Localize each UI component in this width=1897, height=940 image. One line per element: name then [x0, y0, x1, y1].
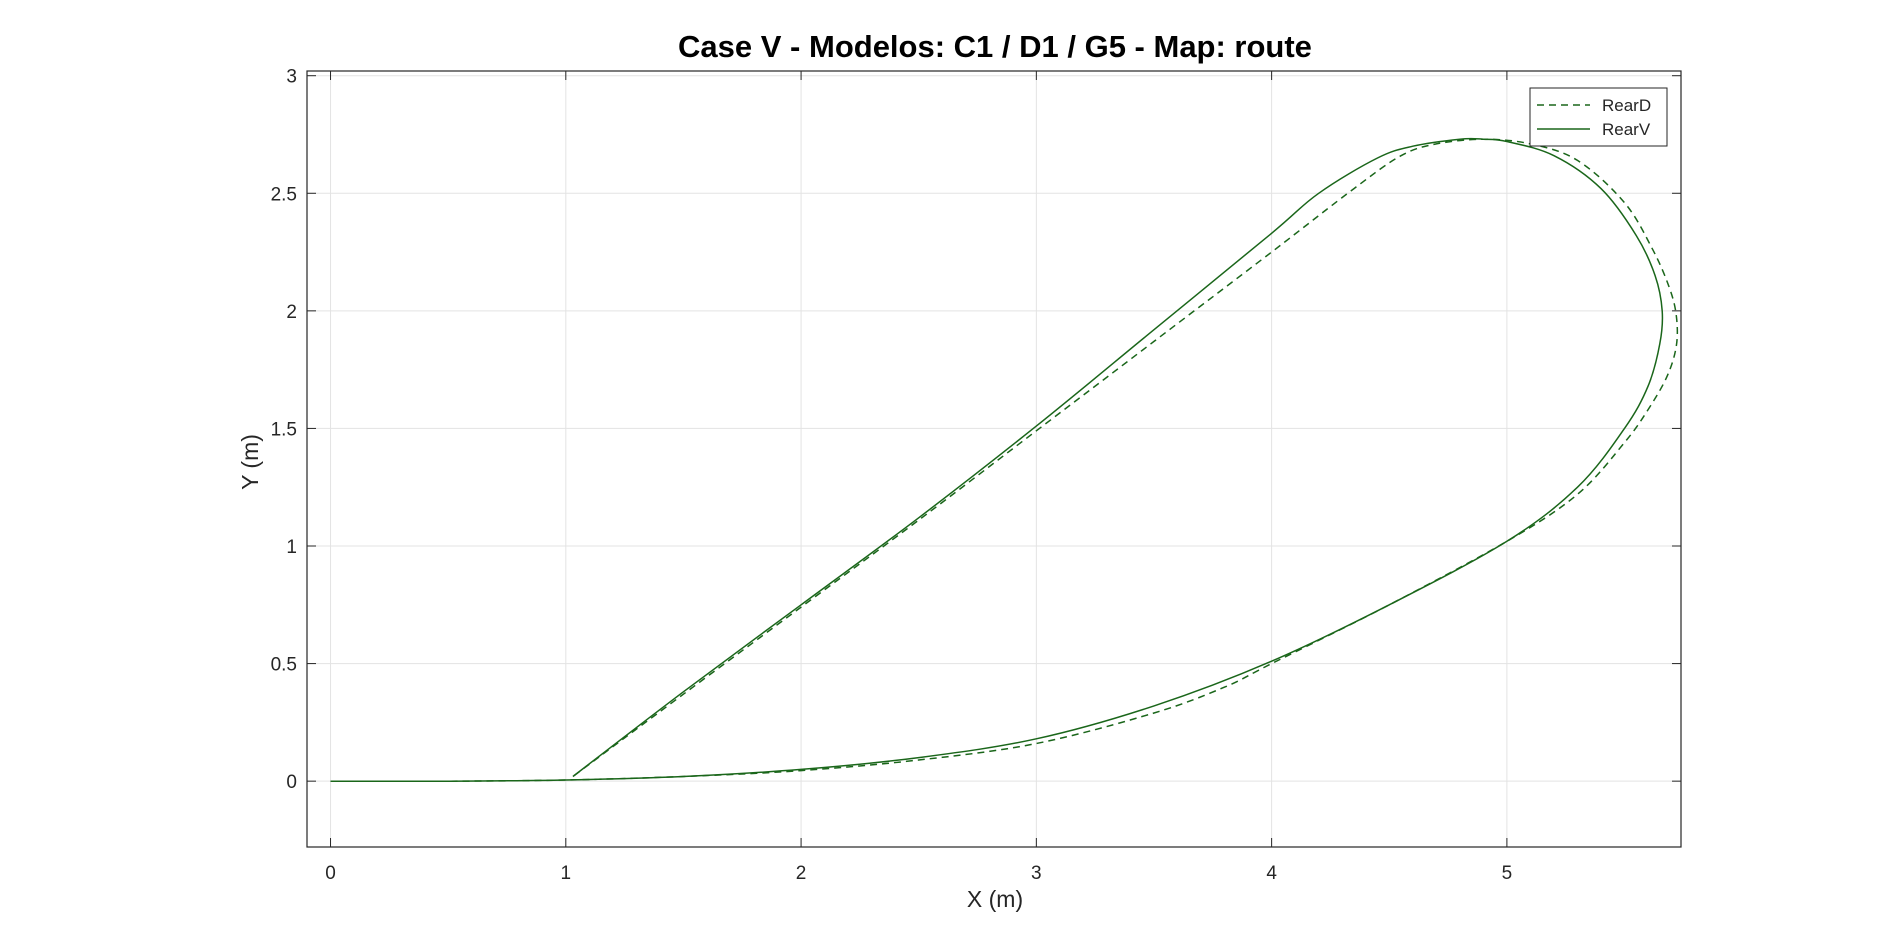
y-tick-label: 0 — [286, 772, 297, 793]
x-tick-label: 4 — [1266, 863, 1277, 884]
axis-ticks: 0 1 2 3 4 5 0 0.5 1 1.5 2 2.5 3 — [271, 67, 1681, 884]
y-tick-label: 1.5 — [271, 419, 297, 440]
legend-label-rearv: RearV — [1602, 120, 1651, 139]
x-tick-label: 1 — [561, 863, 572, 884]
y-tick-label: 3 — [286, 67, 297, 88]
plot-frame — [306, 70, 1682, 848]
x-tick-label: 5 — [1502, 863, 1513, 884]
y-tick-label: 1 — [286, 537, 297, 558]
y-tick-label: 2 — [286, 302, 297, 323]
x-tick-label: 3 — [1031, 863, 1042, 884]
legend-box — [1529, 87, 1668, 147]
series-line-reard — [330, 138, 1679, 783]
x-tick-label: 2 — [796, 863, 807, 884]
x-tick-label: 0 — [325, 863, 336, 884]
chart-title: Case V - Modelos: C1 / D1 / G5 - Map: ro… — [678, 29, 1312, 64]
x-axis-label: X (m) — [967, 886, 1023, 912]
series-line-rearv — [330, 137, 1664, 783]
y-axis-label: Y (m) — [237, 434, 263, 490]
series-lines — [330, 137, 1679, 783]
legend-label-reard: RearD — [1602, 96, 1651, 115]
y-tick-label: 2.5 — [271, 184, 297, 205]
plot-area: 0 1 2 3 4 5 0 0.5 1 1.5 2 2.5 3 — [271, 67, 1682, 884]
legend: RearD RearV — [1529, 87, 1668, 147]
grid-lines — [307, 71, 1681, 847]
y-tick-label: 0.5 — [271, 655, 297, 676]
